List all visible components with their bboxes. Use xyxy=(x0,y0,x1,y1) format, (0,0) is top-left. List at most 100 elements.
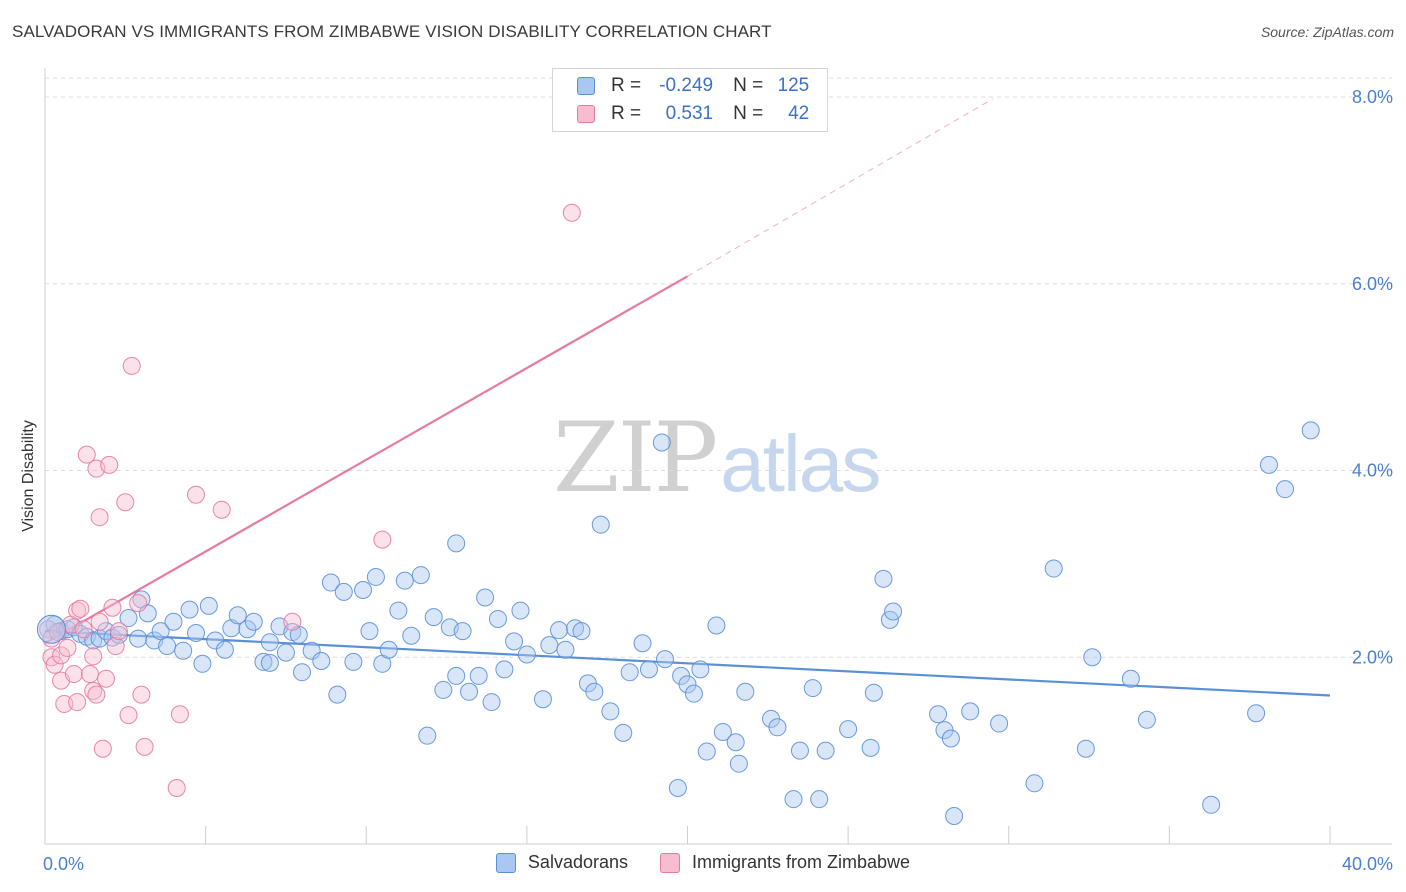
point-salvadoran xyxy=(1137,710,1156,729)
point-salvadoran xyxy=(244,612,263,631)
point-salvadoran xyxy=(312,651,331,670)
point-salvadoran xyxy=(1301,421,1320,440)
point-salvadoran xyxy=(206,631,225,650)
point-zimbabwe xyxy=(97,669,116,688)
point-salvadoran xyxy=(289,625,308,644)
point-salvadoran xyxy=(684,684,703,703)
point-salvadoran xyxy=(395,571,414,590)
point-salvadoran xyxy=(839,720,858,739)
point-cluster-salvadoran xyxy=(36,614,66,644)
point-zimbabwe xyxy=(119,706,138,725)
point-zimbabwe xyxy=(68,693,87,712)
trend-line-salvadorans xyxy=(44,630,1331,697)
point-zimbabwe xyxy=(45,655,64,674)
point-salvadoran xyxy=(119,609,138,628)
point-zimbabwe xyxy=(90,612,109,631)
legend-r-label: R = xyxy=(611,75,642,96)
point-salvadoran xyxy=(652,433,671,452)
legend-r-label: R = xyxy=(611,103,642,124)
point-salvadoran xyxy=(816,741,835,760)
point-salvadoran xyxy=(434,680,453,699)
point-zimbabwe xyxy=(58,638,77,657)
point-zimbabwe xyxy=(562,203,581,222)
point-salvadoran xyxy=(193,654,212,673)
series-swatch-zimbabwe xyxy=(660,852,680,873)
point-salvadoran xyxy=(129,629,148,648)
point-salvadoran xyxy=(151,622,170,641)
point-salvadoran xyxy=(990,714,1009,733)
point-salvadoran xyxy=(790,741,809,760)
point-salvadoran xyxy=(222,619,241,638)
point-zimbabwe xyxy=(74,620,93,639)
point-zimbabwe xyxy=(84,647,103,666)
point-salvadoran xyxy=(402,626,421,645)
legend-r-value: 0.531 xyxy=(665,103,714,124)
point-salvadoran xyxy=(505,632,524,651)
point-salvadoran xyxy=(729,754,748,773)
point-salvadoran xyxy=(344,652,363,671)
point-salvadoran xyxy=(601,702,620,721)
grid-lines xyxy=(45,77,1392,658)
point-zimbabwe xyxy=(77,445,96,464)
watermark-atlas: atlas xyxy=(720,419,881,508)
point-salvadoran xyxy=(238,620,257,639)
series-swatch-salvadorans xyxy=(495,852,516,873)
point-salvadoran xyxy=(293,663,311,682)
point-zimbabwe xyxy=(106,637,125,656)
point-salvadoran xyxy=(460,682,479,701)
point-salvadoran xyxy=(411,566,430,585)
trend-line-zimbabwe-extension xyxy=(687,98,993,277)
x-tick-label: 40.0% xyxy=(1342,854,1393,874)
point-zimbabwe xyxy=(122,356,141,375)
legend-row-salvadorans: R = -0.249 N = 125 xyxy=(577,73,809,99)
point-salvadoran xyxy=(424,608,443,627)
point-salvadoran xyxy=(254,652,273,671)
point-salvadoran xyxy=(495,660,514,679)
point-salvadoran xyxy=(533,690,552,709)
point-salvadoran xyxy=(453,622,472,641)
y-tick-label: 6.0% xyxy=(1352,274,1393,294)
point-salvadoran xyxy=(447,666,466,685)
point-zimbabwe xyxy=(186,485,205,504)
watermark: ZIPatlas xyxy=(553,402,881,514)
point-salvadoran xyxy=(1276,480,1295,499)
point-salvadoran xyxy=(447,534,466,553)
point-salvadoran xyxy=(874,569,893,588)
series-legend-zimbabwe[interactable]: Immigrants from Zimbabwe xyxy=(660,852,910,873)
point-zimbabwe xyxy=(132,685,151,704)
point-salvadoran xyxy=(260,653,279,672)
point-zimbabwe xyxy=(212,500,231,519)
point-zimbabwe xyxy=(373,530,392,549)
point-salvadoran xyxy=(1076,739,1095,758)
point-salvadoran xyxy=(668,778,687,797)
series-label-zimbabwe: Immigrants from Zimbabwe xyxy=(692,852,911,872)
point-salvadoran xyxy=(726,733,745,752)
legend-swatch-salvadorans xyxy=(577,77,595,95)
point-salvadoran xyxy=(861,738,880,757)
point-salvadoran xyxy=(736,682,755,701)
y-tick-label: 4.0% xyxy=(1352,461,1393,481)
point-salvadoran xyxy=(572,622,591,641)
point-salvadoran xyxy=(180,600,199,619)
point-zimbabwe xyxy=(167,778,186,797)
point-salvadoran xyxy=(488,609,507,628)
point-salvadoran xyxy=(620,663,639,682)
point-zimbabwe xyxy=(170,705,189,724)
point-zimbabwe xyxy=(64,665,83,684)
point-zimbabwe xyxy=(71,599,90,618)
point-zimbabwe xyxy=(93,739,112,758)
point-salvadoran xyxy=(328,685,347,704)
point-salvadoran xyxy=(186,623,205,642)
axes xyxy=(44,68,1392,845)
point-salvadoran xyxy=(678,675,697,694)
point-salvadoran xyxy=(941,729,960,748)
point-salvadoran xyxy=(585,682,604,701)
point-zimbabwe xyxy=(68,601,87,620)
point-salvadoran xyxy=(1202,795,1221,814)
legend-swatch-zimbabwe xyxy=(577,105,595,123)
point-zimbabwe xyxy=(116,493,135,512)
point-salvadoran xyxy=(276,643,295,662)
point-salvadoran xyxy=(1044,559,1063,578)
series-legend-salvadorans[interactable]: Salvadorans xyxy=(495,852,628,873)
